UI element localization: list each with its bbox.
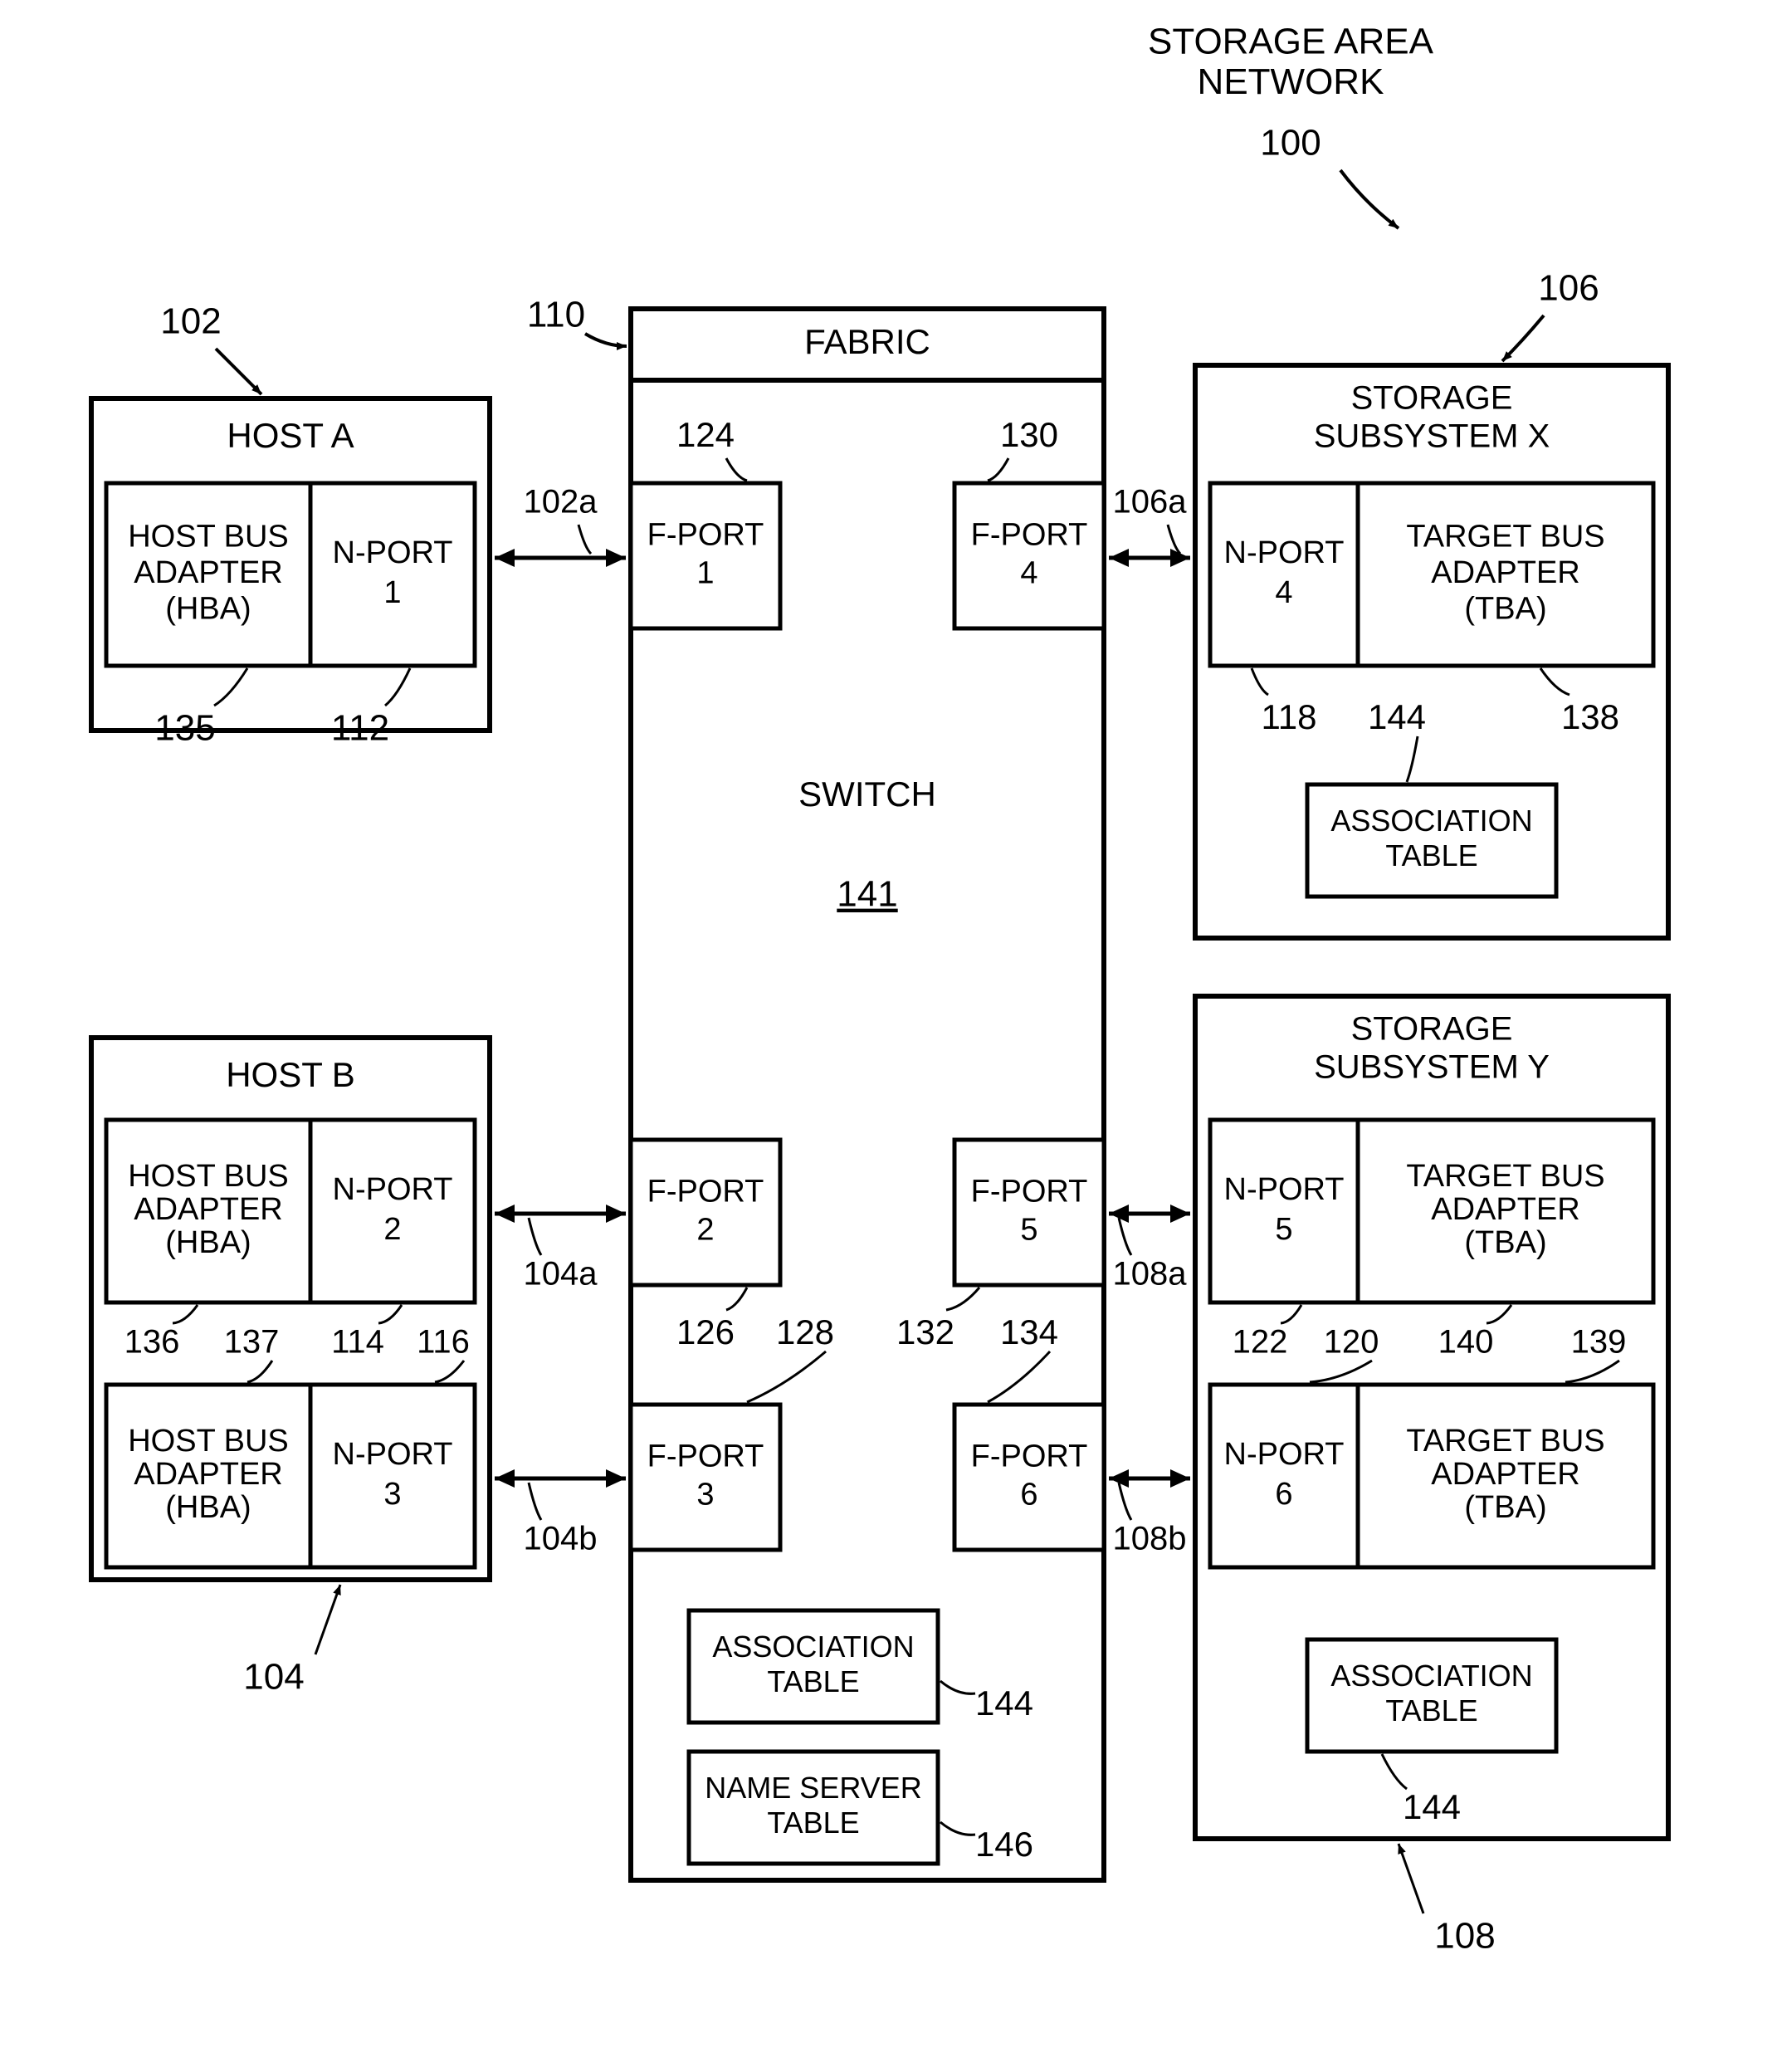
svg-text:2: 2 [383, 1212, 401, 1247]
svg-text:100: 100 [1260, 123, 1321, 164]
svg-text:STORAGE: STORAGE [1351, 380, 1513, 417]
svg-text:104a: 104a [524, 1256, 598, 1293]
svg-text:4: 4 [1020, 556, 1037, 591]
svg-text:F-PORT: F-PORT [647, 518, 764, 553]
svg-text:F-PORT: F-PORT [647, 1439, 764, 1474]
svg-text:6: 6 [1275, 1477, 1292, 1512]
svg-text:TARGET BUS: TARGET BUS [1406, 1424, 1604, 1459]
svg-text:STORAGE AREA: STORAGE AREA [1148, 21, 1434, 61]
svg-text:112: 112 [331, 708, 389, 749]
svg-text:TABLE: TABLE [1385, 838, 1477, 872]
svg-text:5: 5 [1020, 1213, 1037, 1248]
svg-text:SWITCH: SWITCH [798, 775, 936, 814]
svg-text:N-PORT: N-PORT [1224, 1172, 1345, 1207]
svg-text:124: 124 [676, 415, 735, 454]
svg-text:NETWORK: NETWORK [1198, 61, 1384, 102]
svg-text:141: 141 [837, 874, 897, 915]
svg-text:ADAPTER: ADAPTER [1431, 1457, 1579, 1492]
svg-text:N-PORT: N-PORT [333, 535, 453, 570]
svg-text:132: 132 [896, 1312, 954, 1351]
svg-text:F-PORT: F-PORT [647, 1175, 764, 1209]
svg-text:N-PORT: N-PORT [1224, 535, 1345, 570]
svg-text:104: 104 [243, 1657, 304, 1698]
svg-text:ADAPTER: ADAPTER [1431, 1192, 1579, 1227]
svg-text:ADAPTER: ADAPTER [134, 555, 282, 590]
svg-text:130: 130 [1000, 415, 1058, 454]
svg-text:F-PORT: F-PORT [971, 518, 1088, 553]
svg-text:135: 135 [154, 708, 215, 749]
svg-text:N-PORT: N-PORT [1224, 1437, 1345, 1472]
svg-text:SUBSYSTEM Y: SUBSYSTEM Y [1314, 1049, 1550, 1086]
svg-text:138: 138 [1561, 697, 1619, 736]
svg-text:139: 139 [1571, 1324, 1627, 1361]
svg-text:146: 146 [975, 1825, 1033, 1864]
svg-text:102a: 102a [524, 484, 598, 520]
svg-text:128: 128 [776, 1312, 834, 1351]
svg-text:(HBA): (HBA) [165, 1490, 251, 1525]
svg-text:4: 4 [1275, 575, 1292, 610]
svg-text:108b: 108b [1113, 1521, 1187, 1557]
svg-text:108a: 108a [1113, 1256, 1188, 1293]
svg-text:HOST A: HOST A [227, 416, 354, 455]
svg-text:TABLE: TABLE [767, 1664, 859, 1698]
svg-text:114: 114 [331, 1324, 384, 1361]
svg-text:TABLE: TABLE [767, 1806, 859, 1840]
svg-text:N-PORT: N-PORT [333, 1172, 453, 1207]
svg-text:HOST BUS: HOST BUS [128, 519, 289, 554]
svg-text:3: 3 [696, 1478, 714, 1512]
svg-text:144: 144 [975, 1684, 1033, 1723]
svg-text:N-PORT: N-PORT [333, 1437, 453, 1472]
svg-text:TABLE: TABLE [1385, 1693, 1477, 1727]
svg-text:134: 134 [1000, 1312, 1058, 1351]
svg-text:118: 118 [1262, 697, 1317, 736]
svg-text:TARGET BUS: TARGET BUS [1406, 1159, 1604, 1194]
svg-text:120: 120 [1324, 1324, 1379, 1361]
svg-text:F-PORT: F-PORT [971, 1439, 1088, 1474]
diagram-canvas: STORAGE AREANETWORK100HOST AHOST BUSADAP… [0, 0, 1777, 2072]
svg-text:1: 1 [696, 556, 714, 591]
svg-text:140: 140 [1438, 1324, 1494, 1361]
svg-text:TARGET BUS: TARGET BUS [1406, 519, 1604, 554]
svg-text:106a: 106a [1113, 484, 1188, 520]
svg-text:ADAPTER: ADAPTER [134, 1192, 282, 1227]
svg-text:ASSOCIATION: ASSOCIATION [712, 1630, 914, 1664]
svg-text:108: 108 [1434, 1916, 1495, 1957]
svg-text:HOST BUS: HOST BUS [128, 1159, 289, 1194]
svg-text:137: 137 [224, 1324, 280, 1361]
svg-text:(TBA): (TBA) [1464, 592, 1546, 627]
svg-text:1: 1 [383, 575, 401, 610]
svg-text:(TBA): (TBA) [1464, 1225, 1546, 1260]
svg-text:ADAPTER: ADAPTER [134, 1457, 282, 1492]
svg-text:HOST B: HOST B [226, 1055, 355, 1094]
svg-text:SUBSYSTEM X: SUBSYSTEM X [1314, 418, 1550, 455]
svg-text:102: 102 [160, 301, 221, 342]
svg-text:144: 144 [1403, 1787, 1461, 1826]
svg-text:HOST BUS: HOST BUS [128, 1424, 289, 1459]
svg-text:110: 110 [527, 295, 585, 335]
svg-text:136: 136 [124, 1324, 180, 1361]
svg-text:ASSOCIATION: ASSOCIATION [1330, 1659, 1532, 1693]
svg-text:ASSOCIATION: ASSOCIATION [1330, 804, 1532, 838]
svg-text:5: 5 [1275, 1212, 1292, 1247]
svg-text:(TBA): (TBA) [1464, 1490, 1546, 1525]
svg-text:126: 126 [676, 1312, 735, 1351]
svg-text:122: 122 [1233, 1324, 1288, 1361]
svg-text:F-PORT: F-PORT [971, 1175, 1088, 1209]
svg-text:116: 116 [417, 1324, 470, 1361]
svg-text:106: 106 [1538, 268, 1599, 309]
svg-text:STORAGE: STORAGE [1351, 1011, 1513, 1048]
svg-text:6: 6 [1020, 1478, 1037, 1512]
svg-text:(HBA): (HBA) [165, 1225, 251, 1260]
svg-text:NAME SERVER: NAME SERVER [705, 1771, 921, 1805]
svg-text:144: 144 [1368, 697, 1426, 736]
svg-text:FABRIC: FABRIC [804, 322, 930, 361]
svg-text:ADAPTER: ADAPTER [1431, 555, 1579, 590]
svg-text:(HBA): (HBA) [165, 592, 251, 627]
svg-text:104b: 104b [524, 1521, 598, 1557]
svg-text:3: 3 [383, 1477, 401, 1512]
svg-text:2: 2 [696, 1213, 714, 1248]
